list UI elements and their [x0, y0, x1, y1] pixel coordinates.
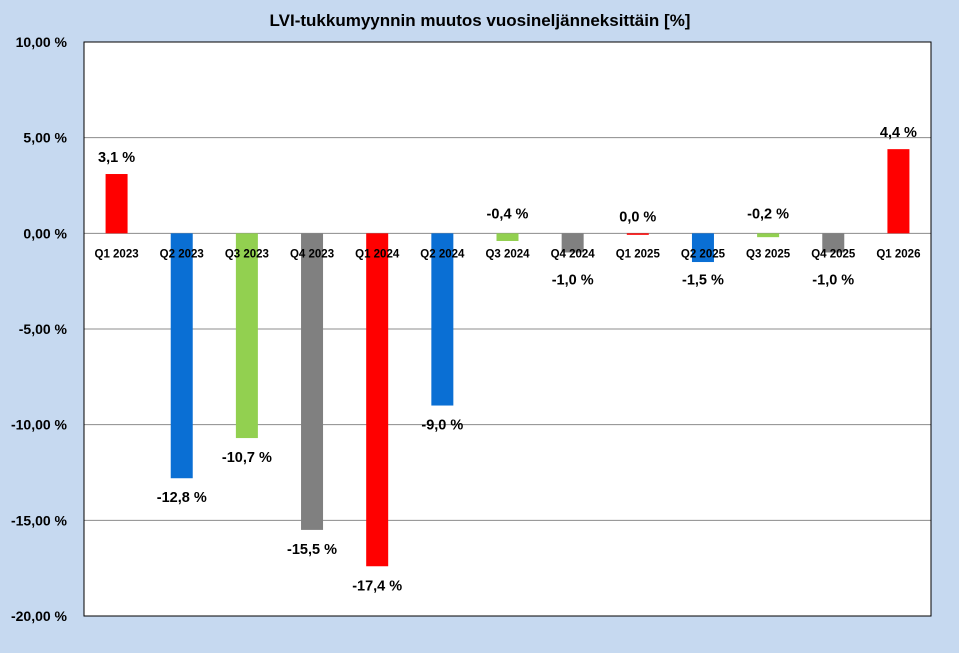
data-label: -12,8 % [157, 490, 207, 506]
data-label: -0,4 % [487, 206, 529, 222]
bars [105, 149, 910, 567]
data-label: -9,0 % [421, 418, 463, 434]
bar [496, 233, 519, 241]
y-tick-label: 10,00 % [16, 34, 68, 50]
x-tick-label: Q2 2025 [681, 248, 726, 260]
bar [235, 233, 258, 439]
data-label: -15,5 % [287, 542, 337, 558]
bar [626, 233, 649, 235]
x-tick-label: Q3 2025 [746, 248, 791, 260]
bar [691, 233, 714, 263]
x-tick-label: Q2 2023 [160, 248, 204, 260]
x-tick-label: Q4 2023 [290, 248, 334, 260]
data-labels: 3,1 % -12,8 % -10,7 % -15,5 % -17,4 % -9,0 % -… [98, 125, 917, 594]
plot-border [83, 41, 932, 617]
data-label: -0,2 % [747, 206, 789, 222]
bar [431, 233, 454, 406]
bar [561, 233, 584, 253]
data-label: 0,0 % [619, 209, 656, 225]
data-label: -17,4 % [352, 578, 402, 594]
x-tick-label: Q1 2025 [616, 248, 661, 260]
x-tick-label: Q3 2023 [225, 248, 269, 260]
y-tick-label: -15,00 % [11, 512, 68, 528]
bar [822, 233, 845, 253]
data-label: -10,7 % [222, 450, 272, 466]
data-label: -1,5 % [682, 272, 724, 288]
data-label: -1,0 % [812, 272, 854, 288]
y-tick-label: -20,00 % [11, 608, 68, 624]
y-tick-label: 5,00 % [23, 130, 67, 146]
data-label: 4,4 % [880, 125, 917, 141]
x-tick-label: Q2 2024 [420, 248, 465, 260]
x-axis-ticks: Q1 2023 Q2 2023 Q3 2023 Q4 2023 Q1 2024 Q2 20… [95, 248, 921, 260]
data-label: 3,1 % [98, 150, 135, 166]
y-tick-label: -10,00 % [11, 417, 68, 433]
x-tick-label: Q4 2025 [811, 248, 856, 260]
y-tick-label: 0,00 % [23, 225, 67, 241]
bar [170, 233, 193, 479]
bar [757, 233, 780, 238]
bar [301, 233, 324, 530]
x-tick-label: Q3 2024 [485, 248, 530, 260]
bar [887, 149, 910, 234]
chart-title: LVI-tukkumyynnin muutos vuosineljänneksi… [270, 11, 691, 30]
x-tick-label: Q4 2024 [551, 248, 596, 260]
x-tick-label: Q1 2026 [876, 248, 920, 260]
bar [105, 174, 128, 234]
y-axis-ticks: 10,00 % 5,00 % 0,00 % -5,00 % -10,00 % -15,00… [11, 34, 68, 624]
x-tick-label: Q1 2024 [355, 248, 400, 260]
y-tick-label: -5,00 % [19, 321, 68, 337]
data-label: -1,0 % [552, 272, 594, 288]
bar [366, 233, 389, 567]
x-tick-label: Q1 2023 [95, 248, 139, 260]
